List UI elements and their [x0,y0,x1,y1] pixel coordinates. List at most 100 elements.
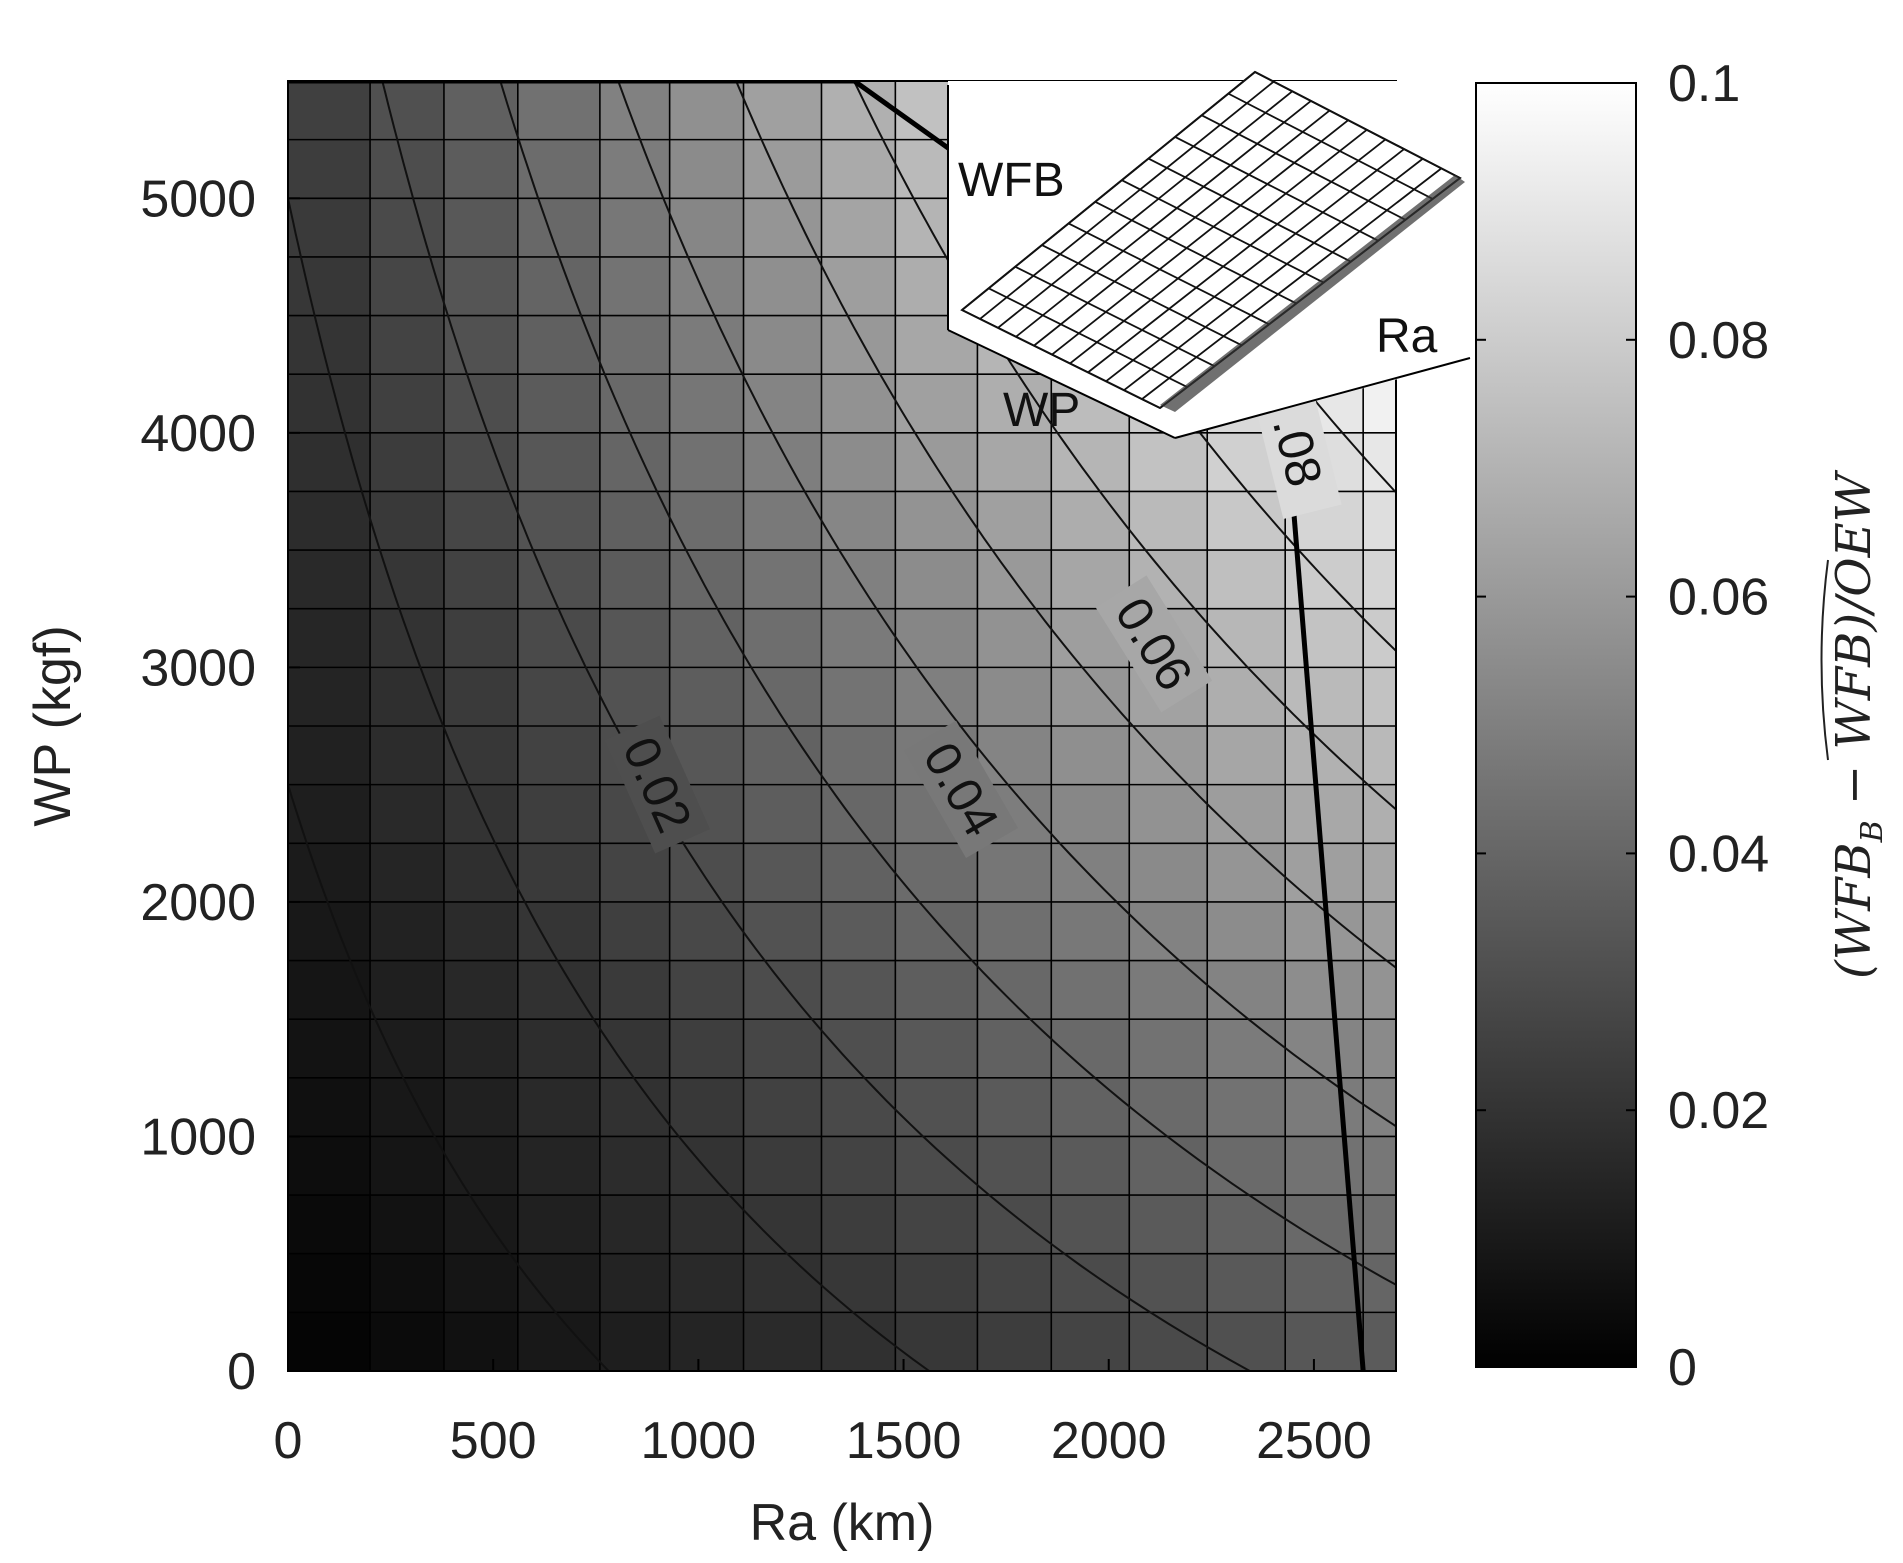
heatmap-cell [1129,843,1208,903]
heatmap-cell [1207,901,1286,962]
heatmap-cell [743,550,822,610]
inset-mesh-line [1041,244,1243,347]
heatmap-cell [517,550,601,610]
heatmap-cell [669,1136,745,1196]
heatmap-cell [599,198,671,258]
inset-mesh [960,70,1462,410]
heatmap-cell [895,1195,978,1255]
heatmap-cell [443,1019,519,1079]
heatmap-cell [599,374,671,434]
heatmap-cell [370,1019,445,1079]
heatmap-cell [1207,1312,1286,1371]
y-tick-label: 0 [227,1343,256,1401]
heatmap-cell [895,608,978,668]
heatmap-cell [1285,784,1364,844]
heatmap-cell [821,198,896,258]
heatmap-cell [517,784,601,844]
heatmap-cell [1207,784,1286,844]
contour-label-bg [1095,575,1213,713]
x-tick-label: 1500 [846,1412,962,1470]
heatmap-cell [1207,726,1286,786]
heatmap-cell [1129,491,1208,551]
heatmap-cell [821,256,896,317]
heatmap-cell [443,1077,519,1137]
heatmap-cell [1129,1136,1208,1196]
colorbar-tick-label: 0.06 [1668,569,1769,627]
heatmap-cell [669,608,745,668]
heatmap-cell [370,491,445,551]
heatmap-cell [443,1312,519,1371]
heatmap-cell [895,667,978,727]
heatmap-cell [821,726,896,786]
heatmap-cell [370,432,445,492]
heatmap-cell [977,374,1052,434]
y-tick-label: 3000 [140,639,256,697]
heatmap-cell [669,1019,745,1079]
heatmap-cell [1207,608,1286,668]
heatmap-cell [1207,1136,1286,1196]
contour-line [617,81,1396,1128]
colorbar-tick-label: 0.04 [1668,825,1769,883]
heatmap-cell [599,1077,671,1137]
colorbar-tick-label: 0.1 [1668,55,1740,113]
heatmap-cell [288,1253,371,1313]
heatmap-cell [599,1019,671,1079]
heatmap-cell [743,374,822,434]
inset-axis-ra [1174,357,1471,439]
colorbar: 0 0.02 0.04 0.06 0.08 0.1 (WFBB − WFB)/OEW [1475,55,1890,1397]
y-axis-ticks: 0 1000 2000 3000 4000 5000 [140,170,300,1401]
heatmap-cell [895,1312,978,1371]
inset-mesh-line [961,309,1161,409]
heatmap-cell [370,1253,445,1313]
heatmap-cell [1207,1253,1286,1313]
heatmap-cell [517,667,601,727]
heatmap-cell [743,256,822,317]
heatmap-cell [370,1312,445,1371]
inset-mesh-line [1087,138,1387,374]
heatmap-cell [288,315,371,375]
heatmap-cell [370,784,445,844]
heatmap-cell [821,1019,896,1079]
heatmap-cell [1051,1195,1130,1255]
heatmap-cell [517,901,601,962]
heatmap-cell [1285,726,1364,786]
heatmap-cell [1363,901,1396,962]
heatmap-cell [1051,1019,1130,1079]
heatmap-cell [288,198,371,258]
heatmap-cell [1051,1312,1130,1371]
heatmap-cell [288,1077,371,1137]
heatmap-cell [977,1136,1052,1196]
heatmap-cell [1285,667,1364,727]
heatmap-cell [669,198,745,258]
heatmap-cell [1363,843,1396,903]
heatmap-cell [977,432,1052,492]
heatmap-cell [895,491,978,551]
heatmap-cell [977,1195,1052,1255]
heatmap-cell [599,1312,671,1371]
heatmap-cell [517,843,601,903]
heatmap-cell [599,901,671,962]
heatmap-cell [1207,1019,1286,1079]
heatmap-cell [599,960,671,1020]
heatmap-cell [517,726,601,786]
heatmap-cell [517,374,601,434]
heatmap-cell [288,1019,371,1079]
heatmap-cell [1285,1136,1364,1196]
x-tick-label: 500 [450,1412,537,1470]
plot-frame [287,80,1397,1372]
inset-mesh-line [1105,148,1405,382]
heatmap-cell [743,1136,822,1196]
heatmap-cell [669,667,745,727]
contour-line [499,81,1396,1286]
heatmap-cell [821,784,896,844]
y-axis-label: WP (kgf) [24,625,82,826]
heatmap-cell [1129,1019,1208,1079]
heatmap-cell [443,1253,519,1313]
heatmap-cell [517,198,601,258]
heatmap-cell [669,1253,745,1313]
heatmap-cell [977,960,1052,1020]
heatmap-cell [288,1312,371,1371]
inset-mesh-line [1254,71,1461,179]
contour-labels: 0.02 0.040.06.08 [604,384,1342,859]
heatmap-cell [443,315,519,375]
